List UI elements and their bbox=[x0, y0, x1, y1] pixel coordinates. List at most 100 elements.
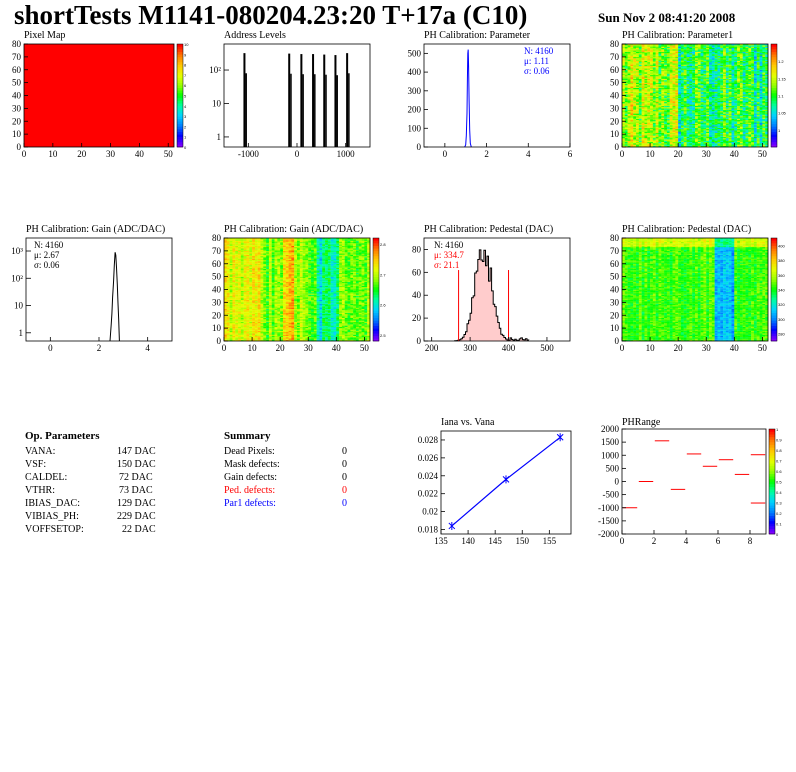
heatmap-cell bbox=[678, 68, 682, 70]
heatmap-cell bbox=[675, 63, 679, 65]
heatmap-cell bbox=[731, 58, 735, 60]
heatmap-cell bbox=[751, 109, 755, 112]
heatmap-cell bbox=[753, 82, 757, 85]
heatmap-cell bbox=[641, 90, 645, 92]
heatmap-cell bbox=[731, 86, 735, 88]
heatmap-cell bbox=[647, 58, 651, 60]
heatmap-cell bbox=[714, 77, 718, 79]
heatmap-cell bbox=[739, 60, 743, 63]
heatmap-cell bbox=[742, 131, 746, 133]
heatmap-cell bbox=[633, 118, 637, 121]
heatmap-cell bbox=[753, 132, 757, 135]
heatmap-cell bbox=[235, 256, 239, 258]
heatmap-cell bbox=[232, 277, 236, 280]
heatmap-cell bbox=[692, 100, 696, 103]
heatmap-cell bbox=[709, 110, 712, 113]
heatmap-cell bbox=[678, 137, 682, 140]
heatmap-cell bbox=[232, 289, 236, 291]
heatmap-cell bbox=[686, 63, 690, 65]
heatmap-cell bbox=[644, 119, 648, 122]
palette-cell bbox=[771, 110, 777, 114]
heatmap-cell bbox=[753, 76, 757, 78]
heatmap-cell bbox=[720, 71, 724, 73]
heatmap-cell bbox=[711, 95, 715, 97]
heatmap-cell bbox=[714, 130, 718, 132]
heatmap-cell bbox=[650, 78, 654, 81]
heatmap-cell bbox=[714, 101, 718, 104]
heatmap-cell bbox=[739, 64, 743, 67]
heatmap-cell bbox=[759, 69, 763, 72]
heatmap-cell bbox=[630, 144, 634, 146]
palette-cell bbox=[177, 80, 183, 83]
heatmap-cell bbox=[664, 71, 668, 73]
heatmap-cell bbox=[686, 59, 690, 61]
heatmap-cell bbox=[745, 91, 749, 94]
heatmap-cell bbox=[661, 132, 665, 135]
heatmap-cell bbox=[622, 67, 625, 69]
heatmap-cell bbox=[689, 54, 693, 56]
heatmap-cell bbox=[680, 47, 684, 50]
y-tick-label: 500 bbox=[408, 48, 422, 58]
heatmap-cell bbox=[644, 116, 648, 118]
heatmap-cell bbox=[226, 329, 230, 331]
heatmap-cell bbox=[664, 81, 668, 83]
heatmap-cell bbox=[235, 311, 239, 313]
heatmap-cell bbox=[686, 68, 690, 70]
heatmap-cell bbox=[633, 62, 637, 64]
y-tick-label: 20 bbox=[12, 116, 22, 126]
heatmap-cell bbox=[720, 77, 724, 79]
heatmap-cell bbox=[745, 83, 749, 86]
heatmap-cell bbox=[697, 136, 701, 139]
heatmap-cell bbox=[728, 47, 732, 50]
heatmap-cell bbox=[624, 112, 628, 114]
heatmap-cell bbox=[745, 80, 749, 82]
heatmap-cell bbox=[638, 53, 642, 55]
heatmap-cell bbox=[734, 46, 738, 49]
heatmap-cell bbox=[692, 63, 696, 65]
heatmap-cell bbox=[717, 81, 721, 83]
heatmap-cell bbox=[765, 60, 769, 63]
pad-title: Address Levels bbox=[224, 30, 286, 41]
heatmap-cell bbox=[630, 108, 634, 110]
heatmap-cell bbox=[664, 69, 668, 72]
heatmap-cell bbox=[683, 54, 687, 56]
heatmap-cell bbox=[641, 110, 645, 113]
palette-cell bbox=[771, 103, 777, 107]
heatmap-cell bbox=[739, 49, 743, 51]
heatmap-cell bbox=[709, 73, 712, 76]
heatmap-cell bbox=[686, 82, 690, 85]
heatmap-cell bbox=[695, 53, 698, 55]
palette-cell bbox=[177, 74, 183, 78]
heatmap-cell bbox=[647, 140, 651, 142]
heatmap-cell bbox=[644, 132, 648, 135]
heatmap-cell bbox=[728, 94, 732, 96]
heatmap-cell bbox=[672, 107, 676, 109]
heatmap-cell bbox=[664, 113, 668, 115]
heatmap-cell bbox=[238, 281, 241, 284]
heatmap-cell bbox=[703, 58, 707, 60]
stat-sigma: σ: 0.06 bbox=[524, 66, 550, 76]
heatmap-cell bbox=[728, 72, 732, 74]
heatmap-cell bbox=[622, 136, 625, 139]
heatmap-cell bbox=[734, 110, 738, 113]
heatmap-cell bbox=[647, 145, 651, 148]
heatmap-cell bbox=[762, 69, 766, 72]
heatmap-cell bbox=[753, 103, 757, 105]
heatmap-cell bbox=[703, 123, 707, 126]
heatmap-cell bbox=[636, 53, 639, 55]
palette-cell bbox=[771, 121, 777, 125]
heatmap-cell bbox=[232, 254, 236, 257]
heatmap-cell bbox=[765, 130, 769, 132]
heatmap-cell bbox=[633, 122, 637, 124]
heatmap-cell bbox=[728, 119, 732, 122]
heatmap-cell bbox=[731, 134, 735, 136]
heatmap-cell bbox=[652, 119, 656, 122]
heatmap-cell bbox=[683, 122, 687, 124]
heatmap-cell bbox=[706, 74, 710, 77]
heatmap-cell bbox=[728, 44, 732, 46]
heatmap-cell bbox=[658, 83, 662, 86]
heatmap-cell bbox=[630, 86, 634, 88]
heatmap-cell bbox=[731, 101, 735, 104]
heatmap-cell bbox=[680, 139, 684, 141]
heatmap-cell bbox=[731, 72, 735, 74]
